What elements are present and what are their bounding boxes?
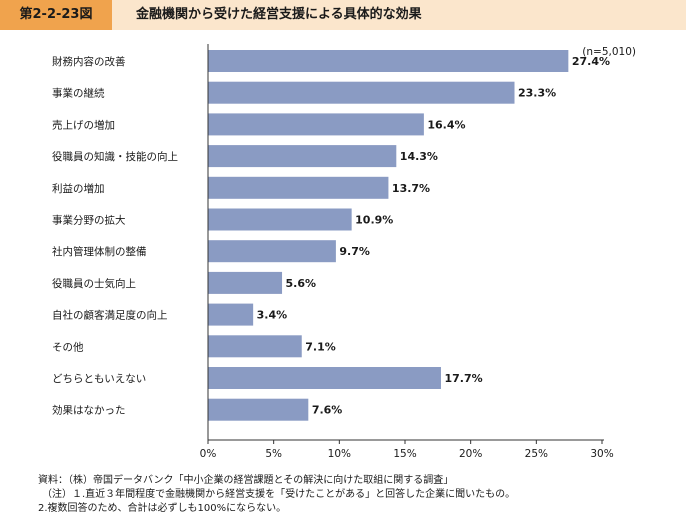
value-label: 3.4% <box>257 309 288 322</box>
figure-header: 第2-2-23図 金融機関から受けた経営支援による具体的な効果 <box>0 0 686 30</box>
value-label: 23.3% <box>518 87 556 100</box>
bar <box>208 176 389 199</box>
category-label: 利益の増加 <box>52 182 105 195</box>
value-label: 7.6% <box>312 404 343 417</box>
category-label: 事業の継続 <box>52 87 105 100</box>
category-label: 効果はなかった <box>52 404 126 417</box>
category-label: 事業分野の拡大 <box>52 214 126 227</box>
value-label: 27.4% <box>572 55 610 68</box>
x-tick-label: 10% <box>328 448 351 460</box>
value-label: 13.7% <box>392 182 430 195</box>
category-label: 自社の顧客満足度の向上 <box>52 309 168 322</box>
x-tick-label: 25% <box>525 448 548 460</box>
value-label: 16.4% <box>427 118 465 131</box>
bar <box>208 113 424 136</box>
x-tick-label: 30% <box>590 448 613 460</box>
bar <box>208 398 309 421</box>
bar <box>208 240 336 263</box>
category-label: 社内管理体制の整備 <box>52 245 147 258</box>
value-label: 14.3% <box>400 150 438 163</box>
source-note: 資料：（株）帝国データバンク「中小企業の経営課題とその解決に向けた取組に関する調… <box>38 475 454 486</box>
bar <box>208 335 302 358</box>
bar <box>208 50 569 72</box>
bar-chart: (n=5,010) 財務内容の改善 27.4% 事業の継続 23.3% 売上げの増加 16… <box>52 44 636 460</box>
figure-number: 第2-2-23図 <box>0 0 112 30</box>
value-label: 10.9% <box>355 214 393 227</box>
notes: 資料：（株）帝国データバンク「中小企業の経営課題とその解決に向けた取組に関する調… <box>38 474 678 516</box>
bar <box>208 271 283 294</box>
x-axis: 0% 5% 10% 15% 20% 25% 30% <box>200 44 614 460</box>
category-label: どちらともいえない <box>52 373 146 385</box>
sample-size-label: (n=5,010) <box>582 46 636 58</box>
note-2: 2.複数回答のため、合計は必ずしも100%にならない。 <box>38 503 287 514</box>
category-label: その他 <box>52 340 84 353</box>
note-1: （注）１.直近３年間程度で金融機関から経営支援を「受けたことがある」と回答した企… <box>42 489 516 500</box>
bar <box>208 367 441 389</box>
bars-group: 財務内容の改善 27.4% 事業の継続 23.3% 売上げの増加 16.4% 役職員の知識・… <box>52 50 610 421</box>
bar <box>208 145 397 168</box>
category-label: 役職員の士気向上 <box>52 277 136 290</box>
value-label: 9.7% <box>339 245 370 258</box>
bar <box>208 208 352 231</box>
category-label: 財務内容の改善 <box>52 55 126 68</box>
figure-title: 金融機関から受けた経営支援による具体的な効果 <box>136 7 422 22</box>
x-tick-label: 20% <box>459 448 482 460</box>
category-label: 売上げの増加 <box>52 118 115 131</box>
category-label: 役職員の知識・技能の向上 <box>52 150 178 163</box>
x-tick-label: 5% <box>265 448 282 460</box>
x-tick-label: 15% <box>393 448 416 460</box>
value-label: 17.7% <box>444 372 482 385</box>
value-label: 5.6% <box>286 277 317 290</box>
bar <box>208 81 515 104</box>
x-tick-label: 0% <box>200 448 217 460</box>
value-label: 7.1% <box>305 340 336 353</box>
bar <box>208 303 254 326</box>
